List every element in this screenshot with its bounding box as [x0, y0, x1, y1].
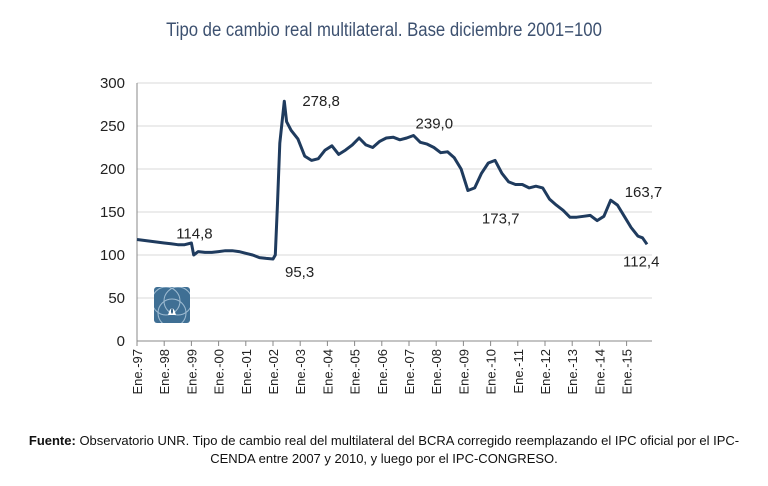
y-tick-label: 300	[100, 75, 125, 92]
logo-icon	[154, 287, 190, 323]
x-tick-label: Ene.-14	[592, 349, 607, 395]
x-tick-label: Ene.-13	[565, 349, 580, 395]
source-note: Fuente: Observatorio UNR. Tipo de cambio…	[20, 432, 748, 468]
x-tick-label: Ene.-99	[184, 349, 199, 395]
x-tick-label: Ene.-10	[484, 349, 499, 395]
x-tick-label: Ene.-09	[456, 349, 471, 395]
chart-title: Tipo de cambio real multilateral. Base d…	[166, 20, 602, 41]
y-tick-label: 50	[108, 290, 125, 307]
y-tick-label: 100	[100, 247, 125, 264]
data-label: 112,4	[623, 253, 659, 270]
y-tick-label: 0	[117, 333, 125, 350]
data-label: 163,7	[625, 184, 663, 201]
x-tick-label: Ene.-02	[266, 349, 281, 395]
data-label: 173,7	[482, 211, 520, 228]
y-tick-label: 250	[100, 118, 125, 135]
x-tick-label: Ene.-15	[620, 349, 635, 395]
observatorio-logo	[154, 287, 190, 323]
x-tick-label: Ene.-11	[511, 349, 526, 394]
x-tick-label: Ene.-07	[402, 349, 417, 395]
line-chart: 0 50 100 150 200 250 300 Ene.-97 Ene.-98 Ene.-99 E…	[100, 75, 663, 395]
x-tick-label: Ene.-05	[348, 349, 363, 395]
x-tick-label: Ene.-06	[375, 349, 390, 395]
series-line	[136, 99, 649, 261]
source-text: Observatorio UNR. Tipo de cambio real de…	[75, 433, 740, 466]
data-label: 278,8	[302, 93, 340, 110]
x-tick-label: Ene.-97	[130, 349, 145, 395]
x-tick-label: Ene.-12	[538, 349, 553, 395]
x-tick-label: Ene.-98	[157, 349, 172, 395]
x-tick-label: Ene.-01	[239, 349, 254, 395]
source-label: Fuente:	[28, 433, 76, 448]
data-label: 95,3	[285, 264, 314, 281]
data-label: 114,8	[176, 225, 212, 242]
x-tick-label: Ene.-03	[293, 349, 308, 395]
x-tick-label: Ene.-00	[212, 349, 227, 395]
y-tick-label: 150	[100, 204, 125, 221]
y-tick-label: 200	[100, 161, 125, 178]
x-tick-label: Ene.-04	[320, 349, 335, 395]
data-label: 239,0	[416, 115, 454, 132]
x-tick-label: Ene.-08	[429, 349, 444, 395]
